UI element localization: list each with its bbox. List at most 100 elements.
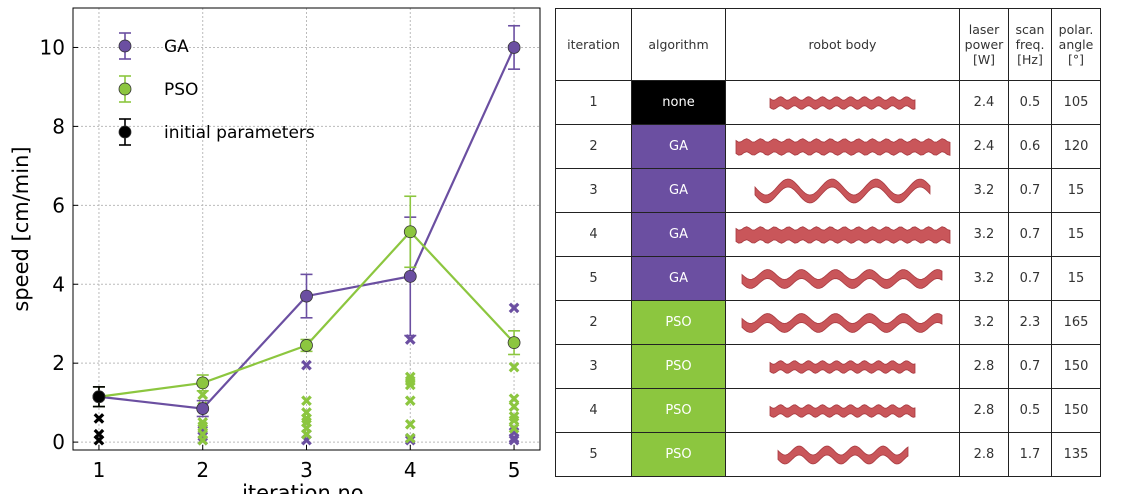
cell-robot-body	[725, 212, 960, 257]
pso-individual-mark	[197, 389, 209, 401]
table-row: 3 GA 3.2 0.7 15	[555, 168, 1101, 213]
pso-individual-mark-b	[508, 401, 520, 412]
robot-body-shape	[769, 359, 915, 374]
ga-individual-mark-b	[508, 302, 520, 314]
cell-polar-angle: 120	[1051, 124, 1101, 169]
y-tick-label: 2	[52, 351, 65, 375]
cell-polar-angle: 105	[1051, 80, 1101, 125]
ga-point	[300, 289, 313, 303]
robot-body-drawing	[741, 312, 942, 333]
header-scan-freq-line1: scan	[1015, 22, 1045, 37]
cell-iteration: 4	[555, 388, 632, 433]
pso-individual-mark	[508, 401, 520, 412]
ga-individual-mark-b	[301, 359, 312, 371]
pso-point	[196, 376, 210, 390]
series-initial-parameters-line-group	[92, 386, 106, 408]
x-tick-label: 2	[196, 458, 209, 482]
pso-individual-mark	[404, 379, 416, 391]
robot-body-shape	[769, 403, 915, 418]
pso-individual-mark-b	[508, 393, 520, 405]
pso-individual-mark-b	[404, 432, 416, 444]
cell-polar-angle: 15	[1051, 212, 1101, 257]
cell-scan-freq: 0.7	[1008, 344, 1052, 389]
cell-robot-body	[725, 256, 960, 301]
ga-individual-mark-b	[404, 334, 416, 345]
pso-individual-mark-b	[301, 428, 312, 440]
cell-robot-body	[725, 168, 960, 213]
robot-body-drawing	[754, 178, 930, 203]
cell-laser-power: 2.4	[959, 124, 1009, 169]
cell-algorithm: GA	[631, 168, 726, 213]
cell-laser-power: 2.8	[959, 344, 1009, 389]
cell-polar-angle: 150	[1051, 388, 1101, 433]
cell-scan-freq: 2.3	[1008, 300, 1052, 345]
table-row: 4 GA 3.2 0.7 15	[555, 212, 1101, 257]
pso-individual-mark	[508, 422, 520, 434]
table-row: 3 PSO 2.8 0.7 150	[555, 344, 1101, 389]
cell-laser-power: 3.2	[959, 300, 1009, 345]
robot-body-drawing	[769, 403, 915, 418]
cell-iteration: 2	[555, 124, 632, 169]
cell-laser-power: 2.4	[959, 80, 1009, 125]
robot-body-shape	[735, 137, 950, 156]
initial-parameters-individual-mark-b	[93, 413, 105, 424]
initial-parameters-individual-mark-b	[93, 434, 105, 446]
robot-body-shape	[754, 178, 930, 203]
x-tick-label: 1	[93, 458, 106, 482]
pso-point	[507, 336, 521, 350]
pso-individual-mark	[197, 434, 209, 446]
pso-individual-mark-b	[508, 361, 520, 373]
robot-body-drawing	[735, 137, 950, 156]
x-axis-label: iteration no.	[242, 481, 370, 494]
cell-algorithm: GA	[631, 256, 726, 301]
series-initial-parameters	[93, 413, 105, 446]
parameters-table: iteration algorithm robot body laser pow…	[555, 8, 1101, 477]
y-tick-label: 0	[52, 430, 65, 454]
robot-body-drawing	[769, 95, 915, 110]
header-polar-angle: polar. angle [°]	[1051, 8, 1101, 81]
header-polar-angle-line1: polar.	[1058, 22, 1094, 37]
pso-individual-mark	[508, 415, 520, 426]
ga-individual-mark	[508, 302, 520, 314]
robot-body-drawing	[769, 359, 915, 374]
robot-body-shape	[735, 225, 950, 244]
legend-initial-parameters-marker	[118, 125, 132, 139]
header-iteration: iteration	[555, 8, 632, 81]
header-scan-freq-line2: freq.	[1015, 37, 1045, 52]
cell-algorithm: PSO	[631, 388, 726, 433]
y-tick-label: 10	[40, 35, 65, 59]
header-polar-angle-line3: [°]	[1067, 52, 1084, 67]
robot-body-drawing	[741, 268, 942, 289]
pso-individual-mark-b	[197, 389, 209, 401]
legend: GA PSO initial parameters	[118, 32, 315, 146]
cell-robot-body	[725, 432, 960, 477]
pso-individual-mark	[404, 419, 416, 430]
cell-algorithm: PSO	[631, 300, 726, 345]
ga-individual-mark	[508, 434, 520, 446]
table-row: 2 PSO 3.2 2.3 165	[555, 300, 1101, 345]
pso-individual-mark-b	[508, 415, 520, 426]
cell-iteration: 1	[555, 80, 632, 125]
cell-iteration: 3	[555, 168, 632, 213]
header-algorithm: algorithm	[631, 8, 726, 81]
cell-polar-angle: 15	[1051, 256, 1101, 301]
header-polar-angle-line2: angle	[1058, 37, 1094, 52]
legend-initial-parameters-label: initial parameters	[164, 123, 315, 143]
cell-algorithm: PSO	[631, 432, 726, 477]
header-laser-power-line2: power	[964, 37, 1004, 52]
robot-body-drawing	[735, 225, 950, 244]
cell-algorithm: none	[631, 80, 726, 125]
pso-individual-mark-b	[508, 422, 520, 434]
pso-individual-mark-b	[197, 420, 209, 432]
cell-laser-power: 3.2	[959, 212, 1009, 257]
legend-item-ga: GA	[118, 32, 189, 60]
header-laser-power-line3: [W]	[972, 52, 996, 67]
table-row: 5 GA 3.2 0.7 15	[555, 256, 1101, 301]
cell-polar-angle: 135	[1051, 432, 1101, 477]
cell-iteration: 2	[555, 300, 632, 345]
cell-robot-body	[725, 300, 960, 345]
header-scan-freq-line3: [Hz]	[1017, 52, 1043, 67]
x-tick-label: 4	[404, 458, 417, 482]
pso-individual-mark-b	[404, 419, 416, 430]
pso-individual-mark	[301, 395, 312, 407]
